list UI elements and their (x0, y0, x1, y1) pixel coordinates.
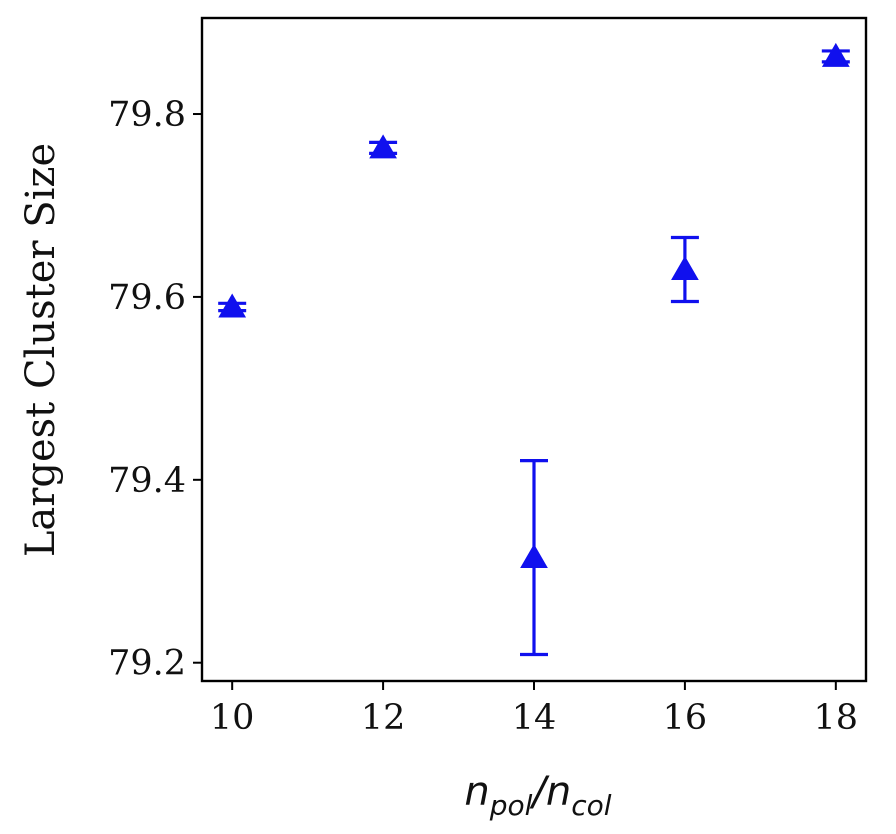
data-point-0 (218, 293, 247, 318)
marker-triangle-1 (369, 134, 397, 159)
x-tick-label-16: 16 (663, 698, 708, 738)
x-tick-label-10: 10 (210, 698, 255, 738)
marker-triangle-4 (821, 42, 850, 67)
x-tick-label-14: 14 (512, 698, 557, 738)
y-tick-label-0: 79.2 (108, 644, 186, 684)
x-tick-label-18: 18 (814, 698, 859, 738)
plot-frame (200, 16, 868, 683)
data-point-1 (369, 134, 398, 159)
x-axis-label: npol/ncol (464, 769, 611, 822)
data-layer (218, 42, 850, 657)
marker-triangle-3 (671, 255, 699, 280)
y-tick-label-1: 79.4 (108, 461, 186, 501)
marker-triangle-2 (520, 544, 548, 569)
x-axis-label-slash: / (529, 769, 550, 815)
y-tick-label-3: 79.8 (108, 95, 186, 135)
axes-layer: 10 12 14 16 18 79.2 79.4 79.6 79.8 (108, 95, 858, 738)
x-axis-label-sub-pol: pol (489, 789, 533, 822)
y-tick-label-2: 79.6 (108, 278, 186, 318)
x-axis-label-n2: n (546, 769, 571, 815)
x-axis-label-n1: n (464, 769, 489, 815)
data-point-2 (520, 459, 548, 657)
data-point-3 (670, 235, 699, 304)
y-axis-label: Largest Cluster Size (18, 143, 64, 557)
data-point-4 (821, 42, 850, 67)
marker-triangle-0 (218, 293, 247, 318)
x-axis-label-sub-col: col (571, 789, 612, 822)
x-tick-label-12: 12 (361, 698, 406, 738)
